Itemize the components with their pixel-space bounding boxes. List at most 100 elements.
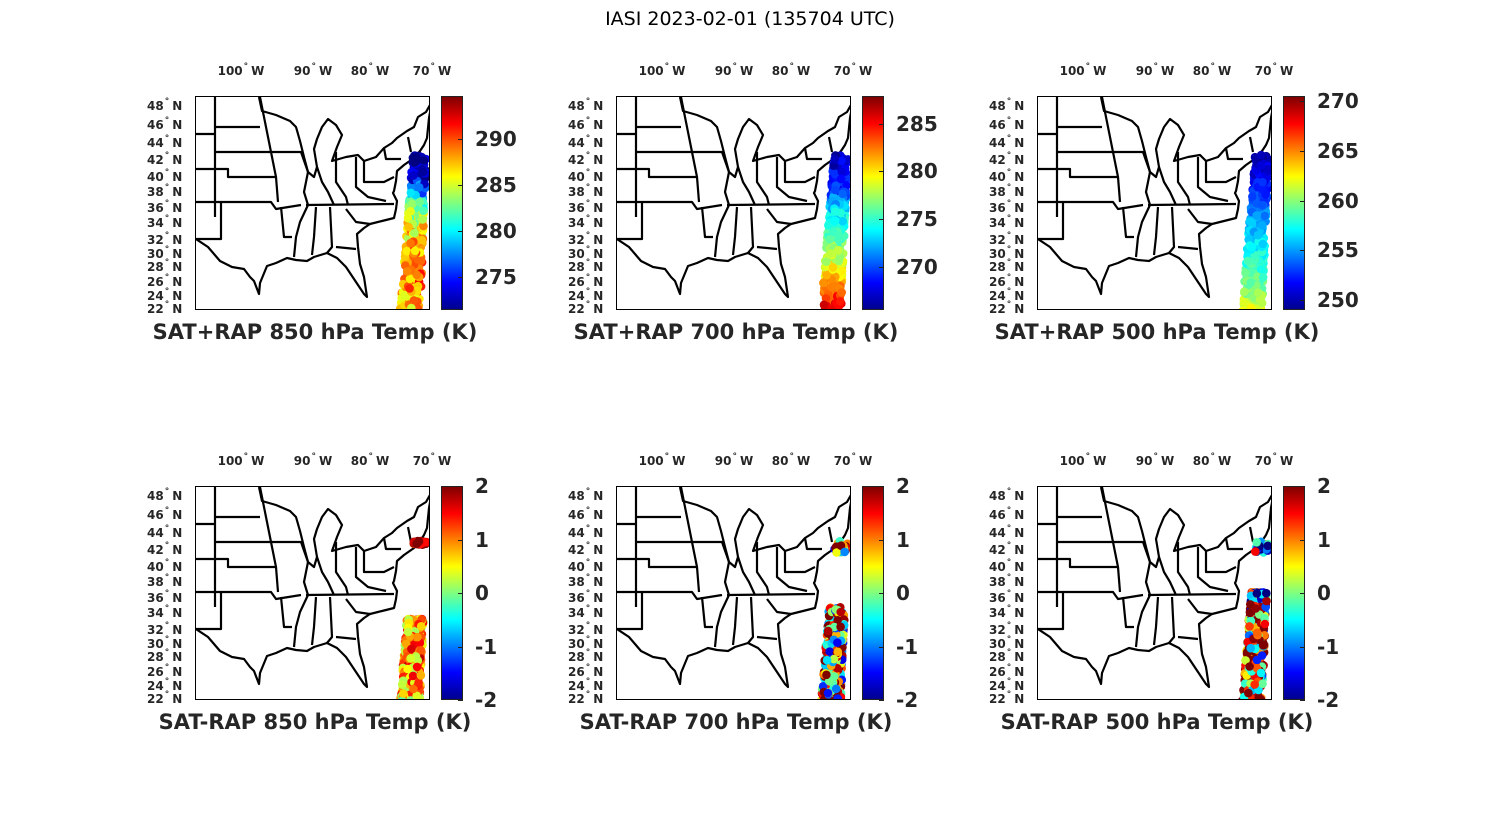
lat-value: 42	[147, 153, 164, 167]
degree-symbol: °	[585, 524, 591, 534]
lat-value: 22	[989, 302, 1006, 316]
lat-unit: N	[172, 289, 183, 303]
degree-symbol: °	[164, 648, 170, 658]
data-point	[412, 662, 422, 672]
latitude-tick-label: 40° N	[568, 558, 603, 575]
colorbar-tick-label: 250	[1317, 288, 1359, 313]
latitude-tick-label: 28° N	[989, 648, 1024, 665]
data-point	[831, 684, 841, 694]
degree-symbol: °	[585, 116, 591, 126]
data-point	[836, 622, 845, 632]
data-point	[827, 249, 836, 258]
lon-value: 100	[638, 64, 664, 78]
latitude-tick-label: 32° N	[989, 621, 1025, 638]
latitude-tick-label: 26° N	[568, 663, 603, 680]
data-point	[819, 300, 829, 309]
lat-value: 28	[989, 260, 1006, 274]
lat-value: 22	[147, 692, 164, 706]
data-point	[1256, 150, 1266, 160]
data-point	[406, 238, 415, 248]
degree-symbol: °	[1006, 151, 1012, 161]
lat-unit: N	[172, 650, 183, 664]
degree-symbol: °	[585, 663, 591, 673]
data-point	[824, 221, 833, 230]
data-point	[822, 670, 831, 680]
lat-unit: N	[172, 247, 183, 261]
lon-value: 100	[638, 454, 664, 468]
lat-unit: N	[593, 136, 604, 150]
lat-value: 22	[568, 692, 585, 706]
lat-unit: N	[172, 692, 183, 706]
degree-symbol: °	[164, 214, 170, 224]
lon-value: 70	[833, 64, 851, 78]
colorbar-tick-label: 275	[896, 207, 938, 232]
colorbar-tick-label: 270	[1317, 88, 1359, 113]
data-point	[1257, 201, 1267, 210]
lon-unit: W	[1217, 454, 1232, 468]
colorbar	[441, 96, 463, 310]
degree-symbol: °	[164, 199, 170, 209]
map-panel: 275 280 285 290 100° W 90° W 80° W 70° W 48° N 46° N 44°…	[147, 62, 517, 344]
lat-value: 26	[568, 665, 585, 679]
colorbar-tick-mark	[458, 231, 463, 232]
longitude-tick-label: 70° W	[413, 62, 451, 78]
lat-value: 48	[147, 489, 164, 503]
lat-value: 46	[147, 508, 164, 522]
degree-symbol: °	[1006, 589, 1012, 599]
lat-unit: N	[1014, 153, 1025, 167]
lon-unit: W	[251, 64, 265, 78]
lon-value: 90	[1135, 454, 1153, 468]
lat-unit: N	[172, 543, 183, 557]
longitude-tick-label: 80° W	[772, 452, 810, 468]
lat-unit: N	[172, 118, 183, 132]
data-point	[414, 678, 423, 687]
data-point	[413, 632, 422, 642]
lat-value: 30	[147, 247, 164, 261]
colorbar-tick-mark	[458, 700, 463, 701]
degree-symbol: °	[164, 589, 170, 599]
data-point	[832, 548, 841, 557]
latitude-tick-label: 40° N	[147, 558, 182, 575]
lat-unit: N	[593, 543, 604, 557]
lat-value: 38	[147, 575, 164, 589]
lat-value: 38	[147, 185, 164, 199]
map-axes	[616, 96, 851, 310]
latitude-tick-label: 30° N	[568, 635, 603, 652]
lat-unit: N	[172, 526, 183, 540]
data-point	[822, 270, 831, 280]
data-point	[419, 156, 429, 165]
data-point	[406, 207, 415, 216]
data-point	[403, 627, 413, 637]
colorbar-tick-mark	[458, 185, 463, 187]
colorbar-tick-label: 2	[475, 474, 489, 498]
panel-title: SAT-RAP 500 hPa Temp (K)	[1000, 710, 1314, 734]
lon-unit: W	[672, 64, 686, 78]
degree-symbol: °	[164, 183, 170, 193]
lat-unit: N	[593, 606, 604, 620]
degree-symbol: °	[585, 151, 591, 161]
lat-unit: N	[172, 679, 183, 693]
latitude-tick-label: 46° N	[989, 506, 1024, 523]
lat-unit: N	[1014, 637, 1025, 651]
lat-value: 44	[989, 526, 1006, 540]
degree-symbol: °	[1272, 452, 1277, 462]
data-point	[415, 197, 424, 207]
data-point	[833, 616, 842, 625]
degree-symbol: °	[1006, 214, 1012, 224]
degree-symbol: °	[1006, 134, 1012, 144]
lat-value: 42	[568, 153, 585, 167]
data-point	[407, 303, 416, 309]
lon-value: 100	[217, 454, 243, 468]
degree-symbol: °	[164, 558, 170, 568]
lat-value: 40	[147, 560, 164, 574]
data-point	[840, 547, 849, 557]
lat-value: 48	[568, 489, 585, 503]
degree-symbol: °	[164, 273, 170, 283]
data-point	[413, 304, 423, 309]
longitude-tick-label: 90° W	[715, 62, 753, 78]
state-outlines	[1038, 487, 1271, 689]
data-point	[829, 654, 839, 664]
latitude-tick-label: 26° N	[568, 273, 603, 290]
lat-unit: N	[1014, 623, 1025, 637]
colorbar-tick-label: 290	[475, 127, 517, 152]
